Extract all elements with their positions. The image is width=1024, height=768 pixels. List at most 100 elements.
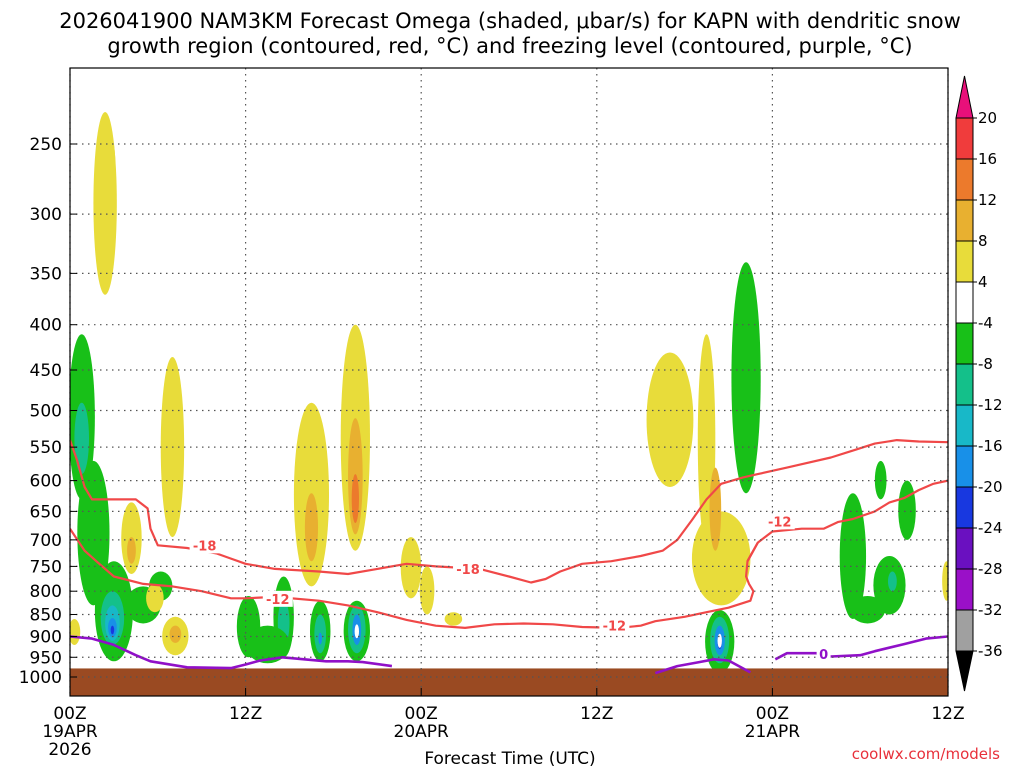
credit-text: coolwx.com/models [852,745,1000,763]
y-tick-label: 600 [30,472,62,492]
contour-freezing_level [70,635,393,670]
contour-labels: -18 -18 -12 -12 -12 0 [189,513,831,663]
contour-dgz_-18_upper [70,439,948,584]
contour-label-bg [764,513,795,530]
x-tick-label: 00Z [53,704,86,724]
x-tick-label: 12Z [229,704,262,724]
y-tick-label: 350 [30,264,62,284]
x-axis-label: Forecast Time (UTC) [424,749,595,768]
colorbar-bin [955,117,974,160]
colorbar-bin [955,445,974,488]
colorbar-tick-label: 12 [978,191,997,209]
colorbar-tick-label: -4 [978,314,993,332]
omega-blob [110,625,115,635]
omega-blob [691,511,751,606]
omega-core [354,624,360,639]
y-tick-label: 250 [30,135,62,155]
colorbar-tick-label: -12 [978,396,1003,414]
omega-blob [849,595,886,624]
omega-blob [318,632,322,645]
colorbar-bin [955,527,974,570]
colorbar-bottom-arrow [955,650,974,692]
colorbar-tick-label: -20 [978,478,1003,496]
contour-freezing_level_3 [774,635,948,661]
colorbar-bin [955,404,974,447]
colorbar-bin [955,322,974,365]
colorbar-bin [955,363,974,406]
chart-title-line1: 2026041900 NAM3KM Forecast Omega (shaded… [59,9,961,33]
contour-freezing_level_2 [654,658,752,675]
colorbar-bin [955,199,974,242]
contour-label: -12 [266,593,290,608]
omega-blob [898,480,916,540]
x-tick-label: 00Z [405,704,438,724]
contour-label: -12 [768,515,792,530]
y-tick-label: 950 [30,648,62,668]
colorbar-tick-label: -28 [978,560,1003,578]
contour-label-bg [453,560,484,577]
colorbar-tick-label: -16 [978,437,1003,455]
colorbar-tick-label: 8 [978,232,988,250]
y-tick-label: 700 [30,531,62,551]
ground-fill [70,668,948,696]
omega-shading [70,111,948,674]
omega-blob [731,262,761,494]
colorbar-bin [955,568,974,611]
y-tick-label: 900 [30,627,62,647]
omega-blob [888,571,897,592]
y-tick-label: 800 [30,582,62,602]
contour-label: -18 [456,563,480,578]
contour-label: -12 [603,620,627,635]
omega-blob [419,566,435,615]
contour-label-bg [599,617,630,634]
colorbar-bin [955,486,974,529]
ground-layer [70,668,948,696]
x-tick-label: 00Z [756,704,789,724]
plot-frame [69,67,949,697]
x-tick-label: 19APR [42,722,98,742]
contour-label-bg [262,590,293,607]
omega-blob [400,537,422,599]
omega-blob [351,474,360,524]
y-tick-label: 300 [30,205,62,225]
y-tick-label: 650 [30,502,62,522]
omega-blob [245,625,290,664]
y-tick-label: 450 [30,361,62,381]
omega-blob [127,537,136,564]
omega-blob [169,625,182,643]
omega-core [717,633,722,648]
x-tick-label: 12Z [931,704,964,724]
colorbar-tick-label: 16 [978,150,997,168]
colorbar-bin [955,158,974,201]
contour-label-bg [189,537,220,554]
colorbar-bin [955,609,974,652]
omega-blob [839,493,867,620]
colorbar-bin [955,281,974,324]
omega-blob [74,402,90,475]
omega-blob [146,583,164,613]
omega-blob [444,612,463,626]
omega-blob [77,460,110,606]
y-tick-label: 750 [30,557,62,577]
x-tick-label: 21APR [745,722,801,742]
y-tick-label: 500 [30,402,62,422]
y-tick-label: 400 [30,316,62,336]
y-tick-label: 850 [30,606,62,626]
contour-label: -18 [193,539,217,554]
contour-dgz_-12_lower [70,528,759,629]
chart-title-line2: growth region (contoured, red, °C) and f… [107,34,912,58]
x-tick-label: 2026 [48,740,91,760]
omega-blob [646,352,694,487]
y-axis: 2503003504004505005506006507007508008509… [19,135,77,688]
contour-label: 0 [819,648,828,663]
colorbar-tick-label: -36 [978,642,1003,660]
omega-blob [93,111,117,295]
temperature-contours [70,439,948,675]
y-tick-label: 550 [30,438,62,458]
colorbar-tick-label: -8 [978,355,993,373]
omega-blob [304,493,319,562]
colorbar: 20 16 12 8 4 -4 -8 -12 -16 -20 -24 -28 -32 -36 [955,75,1003,692]
colorbar-tick-label: 20 [978,109,997,127]
